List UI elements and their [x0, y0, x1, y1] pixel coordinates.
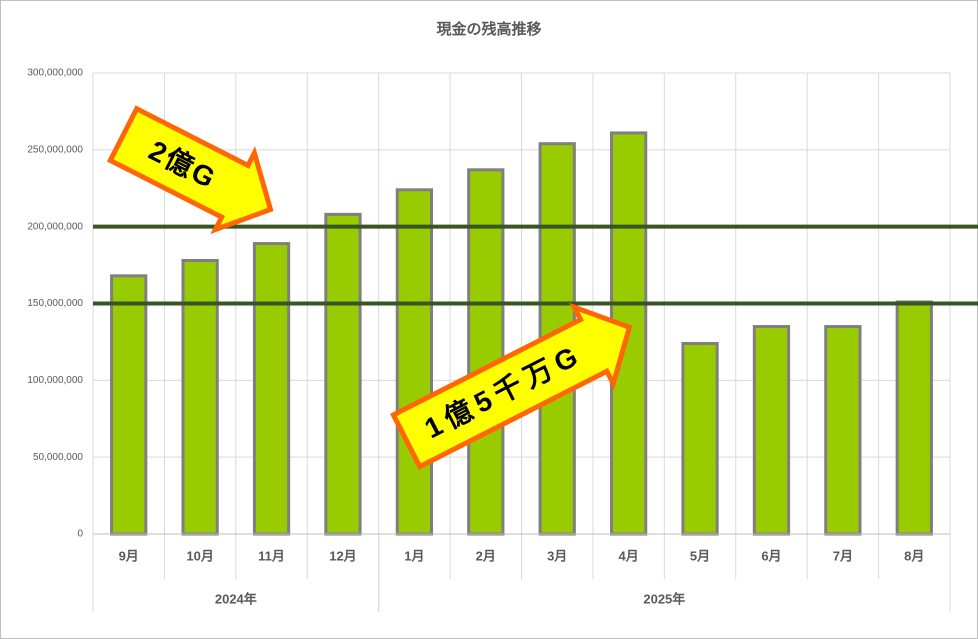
x-tick-label: 9月	[119, 548, 139, 563]
y-tick-label: 0	[77, 529, 83, 540]
bar	[752, 325, 791, 536]
chart-title: 現金の残高推移	[436, 20, 541, 38]
y-tick-label: 200,000,000	[27, 221, 83, 232]
y-tick-label: 250,000,000	[27, 144, 83, 155]
group-label: 2025年	[643, 591, 685, 606]
y-tick-label: 50,000,000	[33, 452, 83, 463]
bar	[895, 300, 933, 536]
x-tick-label: 10月	[186, 548, 213, 563]
callout-shape	[106, 105, 274, 235]
y-tick-label: 100,000,000	[27, 375, 83, 386]
bar	[110, 274, 148, 536]
bar	[824, 325, 862, 536]
x-tick-label: 8月	[904, 548, 924, 563]
callout-arrow: 2億G	[106, 105, 274, 235]
x-tick-label: 12月	[329, 548, 356, 563]
bar	[395, 188, 434, 536]
y-tick-label: 150,000,000	[27, 298, 83, 309]
callout-shape	[390, 302, 633, 470]
y-tick-label: 300,000,000	[27, 68, 83, 79]
bar	[467, 168, 505, 536]
x-tick-label: 6月	[761, 548, 781, 563]
x-tick-label: 4月	[619, 548, 639, 563]
x-tick-label: 1月	[404, 548, 424, 563]
bar	[252, 242, 291, 536]
bar	[324, 212, 362, 536]
x-tick-label: 3月	[547, 548, 567, 563]
group-label: 2024年	[215, 591, 257, 606]
bar	[681, 341, 719, 536]
x-tick-label: 2月	[476, 548, 496, 563]
x-tick-label: 7月	[833, 548, 853, 563]
x-tick-label: 11月	[258, 548, 285, 563]
x-tick-label: 5月	[690, 548, 710, 563]
